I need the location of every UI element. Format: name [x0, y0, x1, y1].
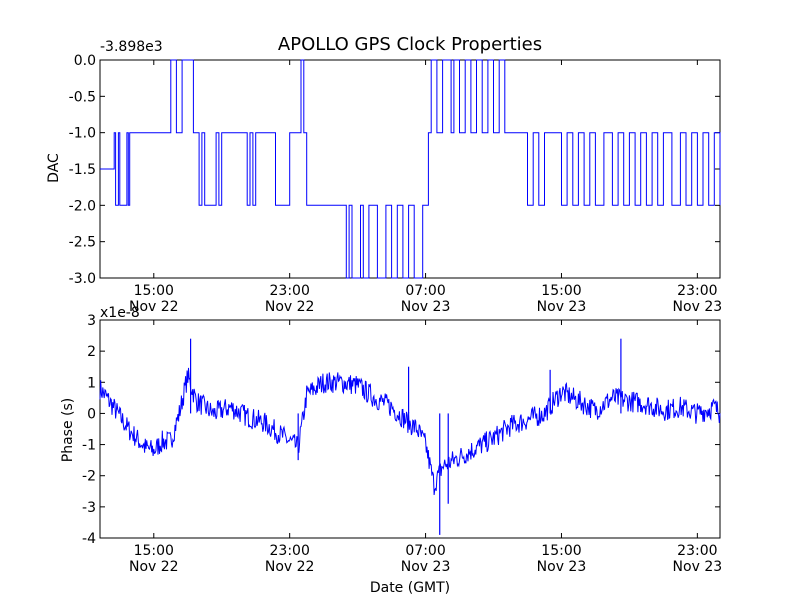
x-tick-date: Nov 22 [265, 559, 315, 575]
y-tick-label: -1.5 [69, 162, 96, 178]
phase-ylabel: Phase (s) [60, 398, 76, 462]
x-tick-time: 07:00 [405, 283, 445, 299]
y-tick-label: 0.0 [74, 53, 96, 69]
y-tick-label: 3 [87, 313, 96, 329]
y-tick-label: -3 [82, 500, 96, 516]
x-tick-date: Nov 23 [401, 559, 451, 575]
y-tick-label: -2.5 [69, 235, 96, 251]
phase-series [99, 338, 721, 535]
y-tick-label: -3.0 [69, 271, 96, 287]
x-tick-date: Nov 22 [129, 299, 179, 315]
phase-plot-frame [99, 319, 721, 539]
y-tick-label: -0.5 [69, 89, 96, 105]
x-tick-time: 23:00 [270, 283, 310, 299]
dac-ylabel: DAC [46, 153, 62, 183]
dac-series [100, 59, 721, 279]
y-tick-label: 0 [87, 406, 96, 422]
dac-panel: -3.898e3 DAC 0.0 -0.5 -1.0 -1.5 -2.0 -2.5 -3.0… [46, 39, 722, 315]
x-tick-date: Nov 23 [537, 299, 587, 315]
x-tick-date: Nov 22 [265, 299, 315, 315]
phase-xlabel: Date (GMT) [370, 580, 450, 596]
x-tick-time: 15:00 [541, 283, 581, 299]
dac-offset-label: -3.898e3 [100, 39, 163, 55]
x-tick-time: 07:00 [405, 543, 445, 559]
x-tick-time: 15:00 [541, 543, 581, 559]
y-tick-label: -2.0 [69, 198, 96, 214]
x-tick-time: 15:00 [134, 283, 174, 299]
x-tick-time: 23:00 [677, 543, 717, 559]
x-tick-date: Nov 23 [401, 299, 451, 315]
x-tick-date: Nov 23 [673, 559, 723, 575]
y-tick-label: 2 [87, 344, 96, 360]
dac-y-ticks: 0.0 -0.5 -1.0 -1.5 -2.0 -2.5 -3.0 [69, 53, 720, 287]
chart-title: APOLLO GPS Clock Properties [278, 34, 542, 55]
series-line [100, 59, 721, 279]
x-tick-time: 23:00 [270, 543, 310, 559]
y-tick-label: -1.0 [69, 126, 96, 142]
y-tick-label: 1 [87, 375, 96, 391]
phase-offset-label: x1e-8 [100, 305, 140, 321]
series-line [99, 367, 721, 496]
phase-y-ticks: 3 2 1 0 -1 -2 -3 -4 [82, 313, 720, 547]
y-tick-label: -2 [82, 469, 96, 485]
x-tick-time: 15:00 [134, 543, 174, 559]
x-tick-date: Nov 22 [129, 559, 179, 575]
x-tick-date: Nov 23 [537, 559, 587, 575]
x-tick-date: Nov 23 [673, 299, 723, 315]
y-tick-label: -4 [82, 531, 96, 547]
x-tick-time: 23:00 [677, 283, 717, 299]
y-tick-label: -1 [82, 438, 96, 454]
